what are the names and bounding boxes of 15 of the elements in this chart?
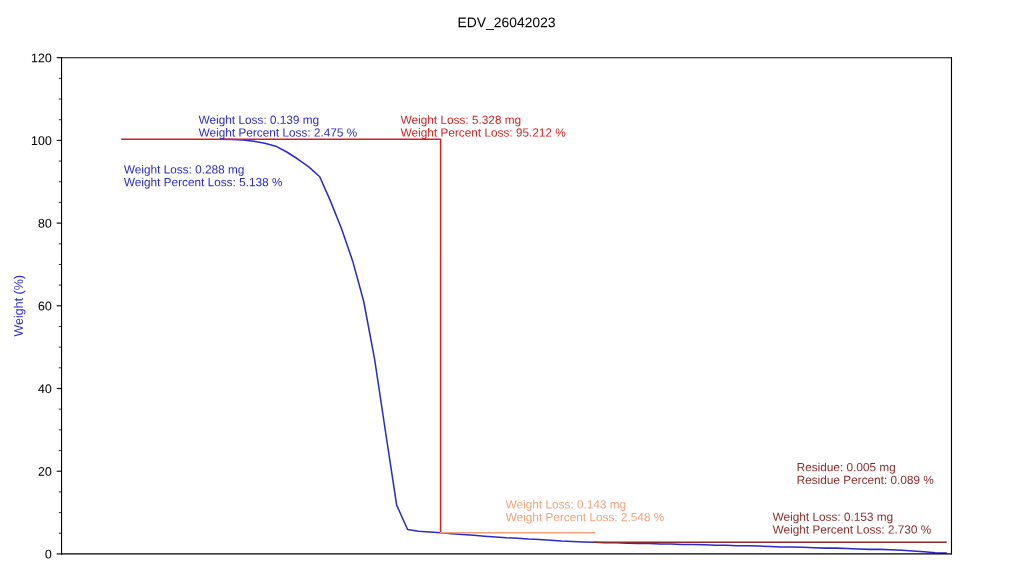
y-tick-label: 20	[38, 467, 52, 476]
annotation: Weight Loss: 0.139 mg Weight Percent Loss: 2.475 %	[198, 115, 357, 140]
y-tick-label: 80	[38, 218, 52, 228]
y-tick-label: 100	[31, 136, 52, 146]
chart-title: EDV_26042023	[458, 17, 555, 30]
y-tick-label: 40	[38, 384, 52, 394]
annotation: Weight Loss: 0.153 mg Weight Percent Loss: 2.730 %	[772, 512, 931, 537]
y-axis-title: Weight (%)	[13, 275, 26, 337]
y-tick-label: 60	[38, 301, 52, 311]
annotation: Residue: 0.005 mg Residue Percent: 0.089 %	[797, 462, 934, 485]
y-tick-label: 120	[31, 53, 52, 63]
y-tick-label: 0	[45, 549, 52, 559]
annotation: Weight Loss: 0.288 mg Weight Percent Loss: 5.138 %	[123, 164, 283, 189]
annotation: Weight Loss: 0.143 mg Weight Percent Loss: 2.548 %	[505, 499, 664, 524]
annotation: Weight Loss: 5.328 mg Weight Percent Loss: 95.212 %	[400, 115, 566, 140]
